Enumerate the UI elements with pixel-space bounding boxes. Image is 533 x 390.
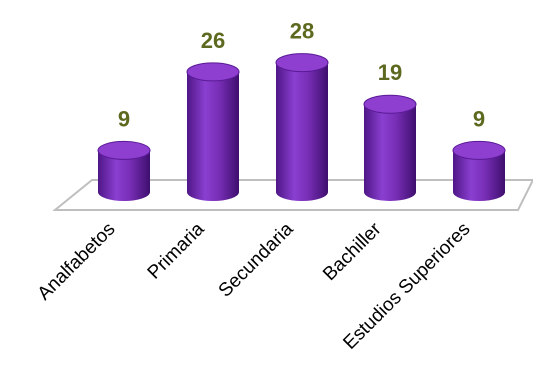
bar-body xyxy=(453,150,505,201)
bar-body xyxy=(187,71,239,201)
bar-body xyxy=(98,150,150,201)
bar-top xyxy=(363,94,417,114)
value-label: 26 xyxy=(201,28,225,53)
bar-bachiller xyxy=(363,94,417,201)
bar-top xyxy=(275,53,329,73)
bar-top xyxy=(452,140,506,160)
category-label: Analfabetos xyxy=(34,219,120,305)
bar-primaria xyxy=(186,62,240,201)
value-label: 28 xyxy=(290,19,314,44)
category-label: Primaria xyxy=(144,218,209,283)
bar-body xyxy=(364,104,416,201)
value-label: 9 xyxy=(118,106,130,131)
category-label: Secundaria xyxy=(215,218,298,301)
bars-group xyxy=(97,53,506,201)
bar-analfabetos xyxy=(97,140,151,201)
bar-body xyxy=(276,62,328,201)
bar-top xyxy=(97,140,151,160)
bar-top xyxy=(186,62,240,82)
bar-secundaria xyxy=(275,53,329,201)
bar-estudios-superiores xyxy=(452,140,506,201)
category-label: Bachiller xyxy=(319,218,386,285)
value-label: 19 xyxy=(378,60,402,85)
value-label: 9 xyxy=(473,106,485,131)
